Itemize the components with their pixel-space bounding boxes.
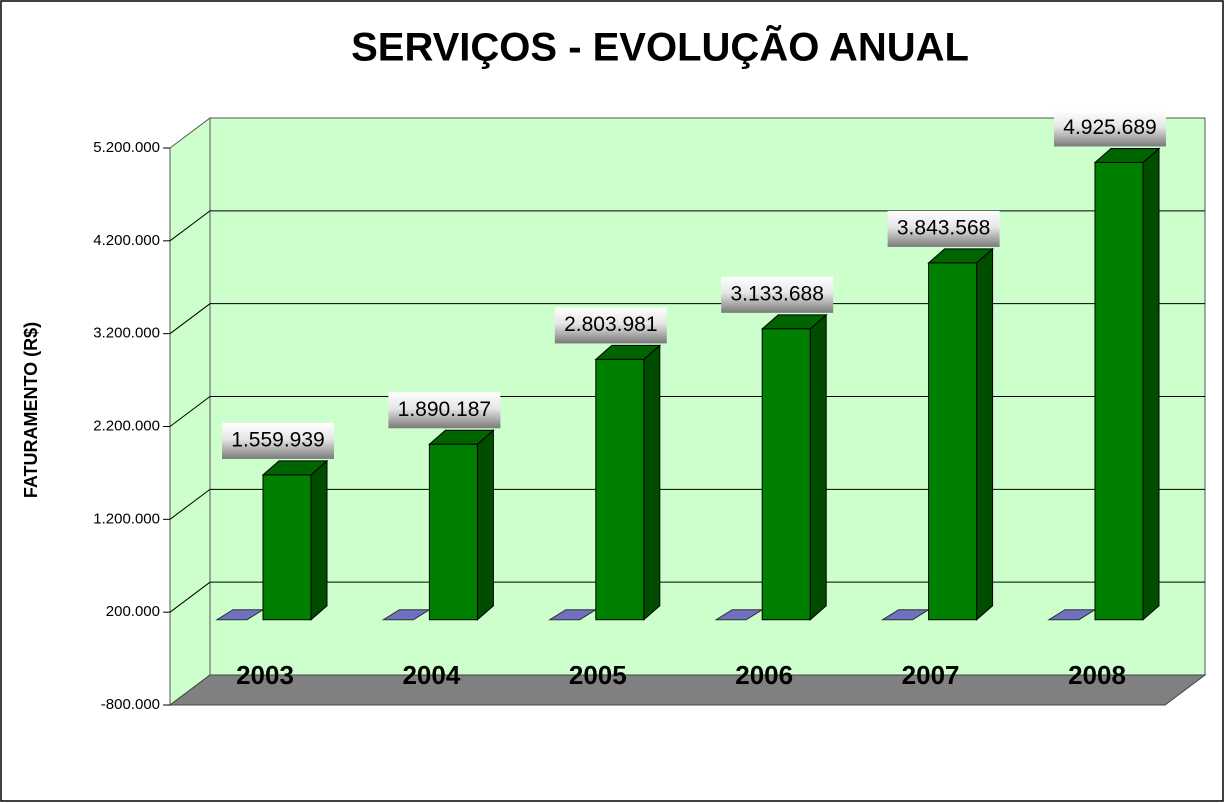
bar <box>262 474 312 621</box>
value-label-box <box>222 422 334 459</box>
y-tick-label: 5.200.000 <box>93 139 160 156</box>
y-tick-label: 1.200.000 <box>93 510 160 527</box>
y-tick-label: 200.000 <box>106 603 160 620</box>
grid-line <box>169 210 1205 242</box>
value-label-box <box>721 276 834 313</box>
bar <box>428 443 478 621</box>
y-tick-label: -800.000 <box>101 696 160 713</box>
x-tick-label: 2003 <box>236 660 294 690</box>
y-axis-label: FATURAMENTO (R$) <box>21 322 41 498</box>
value-label: 1.559.939 <box>231 428 324 451</box>
value-label: 1.890.187 <box>398 398 491 421</box>
chart-title: SERVIÇOS - EVOLUÇÃO ANUAL <box>351 24 969 70</box>
x-tick-label: 2004 <box>402 660 460 690</box>
value-label-box <box>554 307 667 344</box>
bar-side <box>809 313 827 621</box>
floor <box>168 674 1207 706</box>
bar <box>1094 161 1144 621</box>
bar <box>595 358 645 621</box>
bar-side <box>976 247 994 621</box>
bar <box>761 328 811 621</box>
y-tick-label: 2.200.000 <box>93 417 160 434</box>
value-label-box <box>1054 110 1166 147</box>
grid-line <box>169 488 1205 520</box>
value-label-box <box>887 210 1000 247</box>
x-tick-label: 2007 <box>902 660 960 690</box>
bar <box>928 262 978 621</box>
bar-side <box>476 429 494 621</box>
value-label-box <box>388 392 501 429</box>
x-tick-label: 2008 <box>1068 660 1126 690</box>
y-tick-label: 4.200.000 <box>93 232 160 249</box>
x-tick-label: 2005 <box>569 660 627 690</box>
value-label: 2.803.981 <box>564 313 657 336</box>
value-label: 4.925.689 <box>1063 116 1156 139</box>
bar-side <box>310 459 328 621</box>
grid-line <box>169 396 1205 427</box>
grid-line <box>169 581 1205 613</box>
value-label: 3.843.568 <box>897 216 990 239</box>
grid-line <box>169 303 1205 335</box>
x-tick-label: 2006 <box>735 660 793 690</box>
y-tick-label: 3.200.000 <box>93 325 160 342</box>
bar-side <box>643 344 661 621</box>
value-label: 3.133.688 <box>730 282 823 305</box>
bar-side <box>1142 147 1160 621</box>
